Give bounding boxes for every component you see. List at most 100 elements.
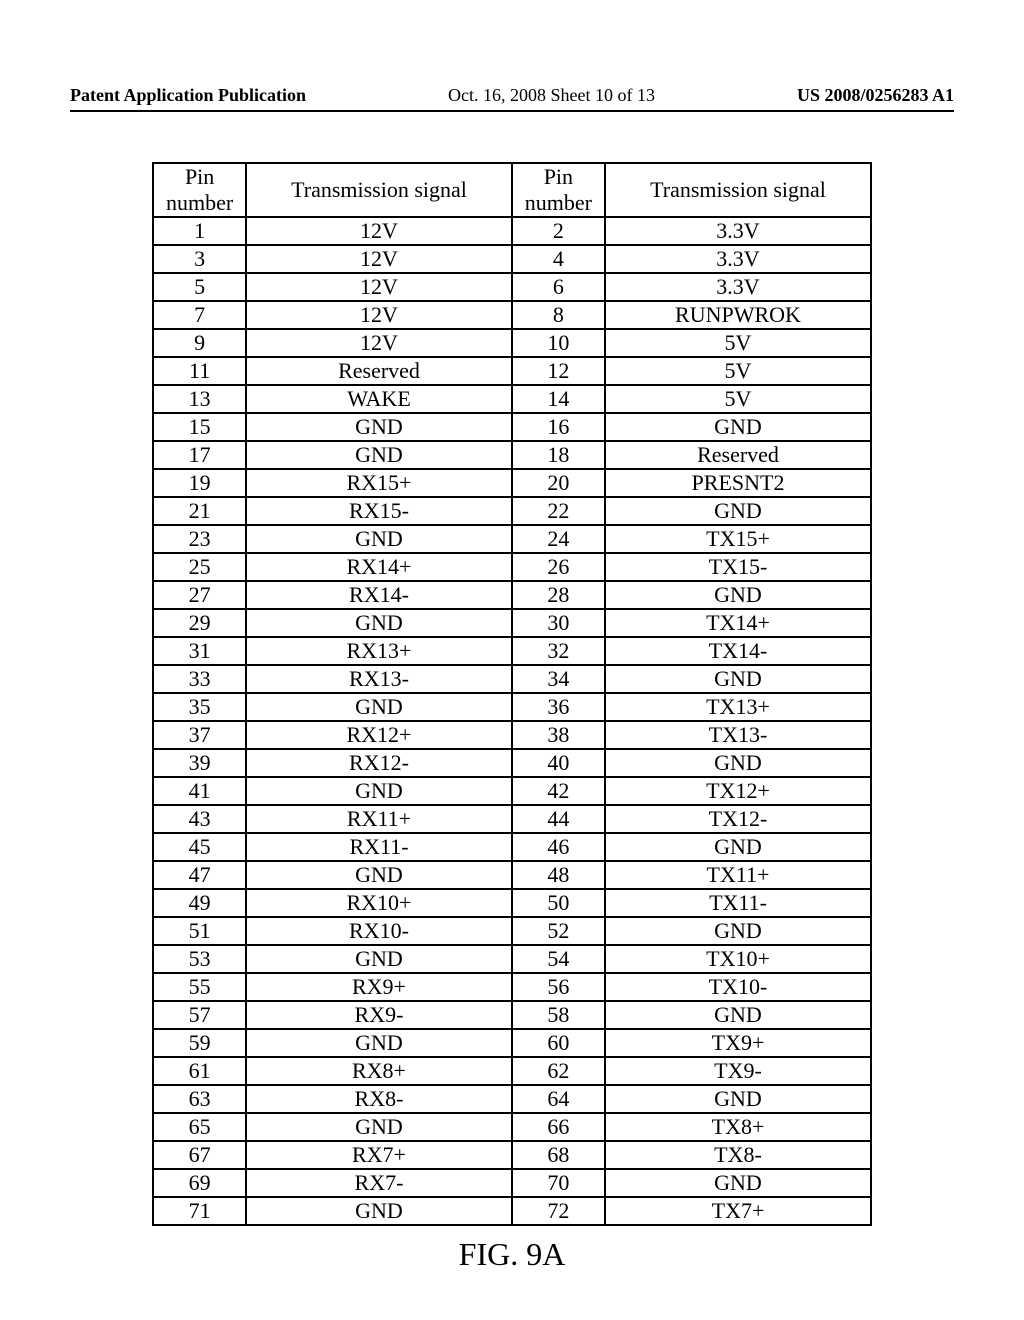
table-row: 15GND16GND — [153, 413, 871, 441]
table-row: 49RX10+50TX11- — [153, 889, 871, 917]
table-row: 712V8RUNPWROK — [153, 301, 871, 329]
col-header-pin-1: Pin number — [153, 163, 246, 217]
cell-pin: 7 — [153, 301, 246, 329]
table-row: 312V43.3V — [153, 245, 871, 273]
cell-pin: 22 — [512, 497, 605, 525]
cell-signal: GND — [246, 609, 512, 637]
cell-signal: GND — [605, 1169, 871, 1197]
cell-signal: RX15+ — [246, 469, 512, 497]
page-header: Patent Application Publication Oct. 16, … — [70, 85, 954, 112]
cell-signal: 5V — [605, 357, 871, 385]
cell-signal: 5V — [605, 329, 871, 357]
cell-pin: 14 — [512, 385, 605, 413]
cell-pin: 47 — [153, 861, 246, 889]
table-row: 21RX15-22GND — [153, 497, 871, 525]
cell-pin: 32 — [512, 637, 605, 665]
cell-signal: 3.3V — [605, 273, 871, 301]
page: Patent Application Publication Oct. 16, … — [0, 0, 1024, 1273]
cell-signal: GND — [246, 945, 512, 973]
cell-signal: GND — [246, 413, 512, 441]
col-header-signal-2: Transmission signal — [605, 163, 871, 217]
cell-pin: 20 — [512, 469, 605, 497]
header-left: Patent Application Publication — [70, 85, 306, 106]
cell-pin: 37 — [153, 721, 246, 749]
cell-signal: RX12+ — [246, 721, 512, 749]
cell-pin: 18 — [512, 441, 605, 469]
table-header-row: Pin number Transmission signal Pin numbe… — [153, 163, 871, 217]
cell-signal: RX15- — [246, 497, 512, 525]
cell-pin: 28 — [512, 581, 605, 609]
table-body: 112V23.3V312V43.3V512V63.3V712V8RUNPWROK… — [153, 217, 871, 1225]
cell-pin: 72 — [512, 1197, 605, 1225]
cell-signal: GND — [605, 581, 871, 609]
cell-pin: 19 — [153, 469, 246, 497]
cell-pin: 1 — [153, 217, 246, 245]
table-row: 69RX7-70GND — [153, 1169, 871, 1197]
cell-signal: GND — [246, 1197, 512, 1225]
table-row: 51RX10-52GND — [153, 917, 871, 945]
cell-pin: 53 — [153, 945, 246, 973]
cell-pin: 43 — [153, 805, 246, 833]
table-row: 23GND24TX15+ — [153, 525, 871, 553]
cell-pin: 11 — [153, 357, 246, 385]
cell-signal: RX8+ — [246, 1057, 512, 1085]
cell-signal: Reserved — [605, 441, 871, 469]
cell-pin: 64 — [512, 1085, 605, 1113]
cell-signal: RX9+ — [246, 973, 512, 1001]
cell-signal: WAKE — [246, 385, 512, 413]
cell-pin: 61 — [153, 1057, 246, 1085]
cell-pin: 71 — [153, 1197, 246, 1225]
cell-signal: TX10- — [605, 973, 871, 1001]
table-row: 37RX12+38TX13- — [153, 721, 871, 749]
cell-pin: 13 — [153, 385, 246, 413]
cell-pin: 39 — [153, 749, 246, 777]
cell-signal: TX15+ — [605, 525, 871, 553]
figure-caption: FIG. 9A — [70, 1236, 954, 1273]
table-row: 65GND66TX8+ — [153, 1113, 871, 1141]
cell-pin: 2 — [512, 217, 605, 245]
cell-signal: RX13+ — [246, 637, 512, 665]
cell-pin: 41 — [153, 777, 246, 805]
cell-pin: 12 — [512, 357, 605, 385]
table-row: 63RX8-64GND — [153, 1085, 871, 1113]
cell-pin: 38 — [512, 721, 605, 749]
cell-signal: RX8- — [246, 1085, 512, 1113]
table-row: 67RX7+68TX8- — [153, 1141, 871, 1169]
cell-pin: 42 — [512, 777, 605, 805]
table-row: 39RX12-40GND — [153, 749, 871, 777]
cell-signal: 3.3V — [605, 245, 871, 273]
cell-pin: 40 — [512, 749, 605, 777]
cell-pin: 6 — [512, 273, 605, 301]
cell-signal: GND — [605, 833, 871, 861]
cell-signal: GND — [605, 917, 871, 945]
cell-signal: TX8- — [605, 1141, 871, 1169]
cell-pin: 48 — [512, 861, 605, 889]
table-row: 17GND18Reserved — [153, 441, 871, 469]
cell-signal: TX14+ — [605, 609, 871, 637]
cell-pin: 56 — [512, 973, 605, 1001]
cell-signal: GND — [246, 441, 512, 469]
cell-pin: 66 — [512, 1113, 605, 1141]
cell-pin: 52 — [512, 917, 605, 945]
cell-pin: 54 — [512, 945, 605, 973]
cell-signal: TX10+ — [605, 945, 871, 973]
cell-pin: 29 — [153, 609, 246, 637]
cell-signal: RX7- — [246, 1169, 512, 1197]
table-row: 59GND60TX9+ — [153, 1029, 871, 1057]
table-row: 71GND72TX7+ — [153, 1197, 871, 1225]
cell-signal: GND — [246, 861, 512, 889]
cell-pin: 16 — [512, 413, 605, 441]
cell-pin: 49 — [153, 889, 246, 917]
cell-signal: RX9- — [246, 1001, 512, 1029]
cell-pin: 68 — [512, 1141, 605, 1169]
table-row: 512V63.3V — [153, 273, 871, 301]
cell-pin: 60 — [512, 1029, 605, 1057]
cell-pin: 55 — [153, 973, 246, 1001]
cell-signal: TX12- — [605, 805, 871, 833]
cell-signal: 3.3V — [605, 217, 871, 245]
cell-signal: TX8+ — [605, 1113, 871, 1141]
cell-pin: 30 — [512, 609, 605, 637]
table-row: 43RX11+44TX12- — [153, 805, 871, 833]
table-row: 11Reserved125V — [153, 357, 871, 385]
cell-signal: TX13- — [605, 721, 871, 749]
